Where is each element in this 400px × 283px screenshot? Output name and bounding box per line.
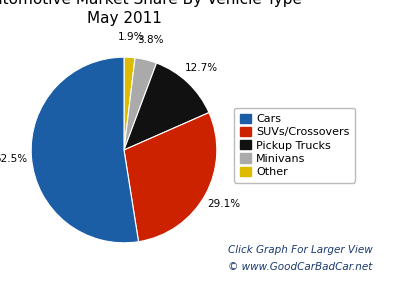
Wedge shape [124, 113, 217, 242]
Text: 29.1%: 29.1% [207, 199, 240, 209]
Text: 12.7%: 12.7% [185, 63, 218, 73]
Wedge shape [124, 57, 135, 150]
Text: Click Graph For Larger View: Click Graph For Larger View [228, 245, 372, 256]
Wedge shape [31, 57, 138, 243]
Text: 1.9%: 1.9% [118, 32, 144, 42]
Wedge shape [124, 63, 209, 150]
Wedge shape [124, 58, 156, 150]
Text: 52.5%: 52.5% [0, 154, 28, 164]
Text: © www.GoodCarBadCar.net: © www.GoodCarBadCar.net [228, 262, 372, 273]
Legend: Cars, SUVs/Crossovers, Pickup Trucks, Minivans, Other: Cars, SUVs/Crossovers, Pickup Trucks, Mi… [234, 108, 355, 183]
Text: 3.8%: 3.8% [138, 35, 164, 45]
Title: U.S. Automotive Market Share By Vehicle Type
May 2011: U.S. Automotive Market Share By Vehicle … [0, 0, 302, 26]
